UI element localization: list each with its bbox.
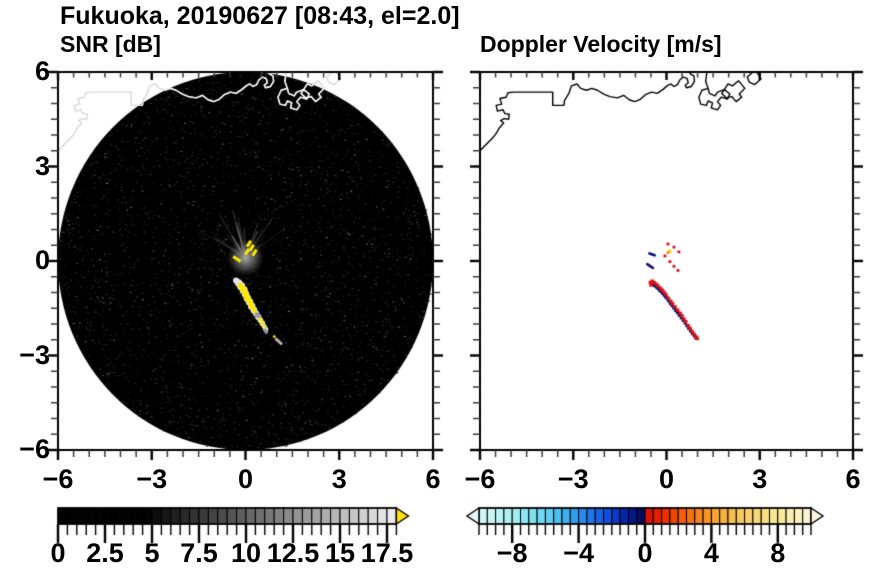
x-tick-label: 6 bbox=[845, 464, 861, 494]
y-tick-label: −6 bbox=[19, 434, 50, 464]
snr-panel-title: SNR [dB] bbox=[60, 31, 161, 57]
x-tick-label: 0 bbox=[237, 464, 254, 494]
snr-colorbar-tick-label: 2.5 bbox=[86, 538, 124, 568]
velocity-colorbar-tick-label: −4 bbox=[563, 538, 594, 568]
y-tick-label: 6 bbox=[34, 56, 50, 86]
snr-colorbar-tick-label: 0 bbox=[50, 538, 66, 568]
snr-colorbar-tick-label: 12.5 bbox=[266, 538, 320, 568]
x-tick-label: 3 bbox=[752, 464, 768, 494]
velocity-colorbar-tick-label: 4 bbox=[703, 538, 719, 568]
x-tick-label: 6 bbox=[425, 464, 441, 494]
snr-colorbar-tick-label: 15 bbox=[324, 538, 356, 568]
x-tick-label: −6 bbox=[464, 464, 496, 494]
velocity-colorbar-tick-label: −8 bbox=[496, 538, 528, 568]
x-tick-label: −6 bbox=[42, 464, 74, 494]
y-tick-label: 3 bbox=[34, 150, 50, 181]
snr-colorbar-tick-label: 17.5 bbox=[360, 538, 414, 568]
x-tick-label: −3 bbox=[557, 464, 589, 494]
snr-colorbar-tick-label: 7.5 bbox=[180, 538, 218, 568]
velocity-colorbar-tick-label: 8 bbox=[770, 538, 786, 568]
snr-colorbar-tick-label: 10 bbox=[230, 538, 262, 568]
figure-title: Fukuoka, 20190627 [08:43, el=2.0] bbox=[60, 2, 460, 30]
y-tick-label: −3 bbox=[19, 339, 50, 370]
x-tick-label: 0 bbox=[658, 464, 675, 494]
velocity-colorbar-tick-label: 0 bbox=[637, 538, 653, 568]
y-tick-label: 0 bbox=[34, 245, 50, 275]
snr-colorbar-tick-label: 5 bbox=[144, 538, 160, 568]
x-tick-label: −3 bbox=[136, 464, 168, 494]
x-tick-label: 3 bbox=[331, 464, 347, 494]
velocity-panel-title: Doppler Velocity [m/s] bbox=[480, 31, 722, 57]
